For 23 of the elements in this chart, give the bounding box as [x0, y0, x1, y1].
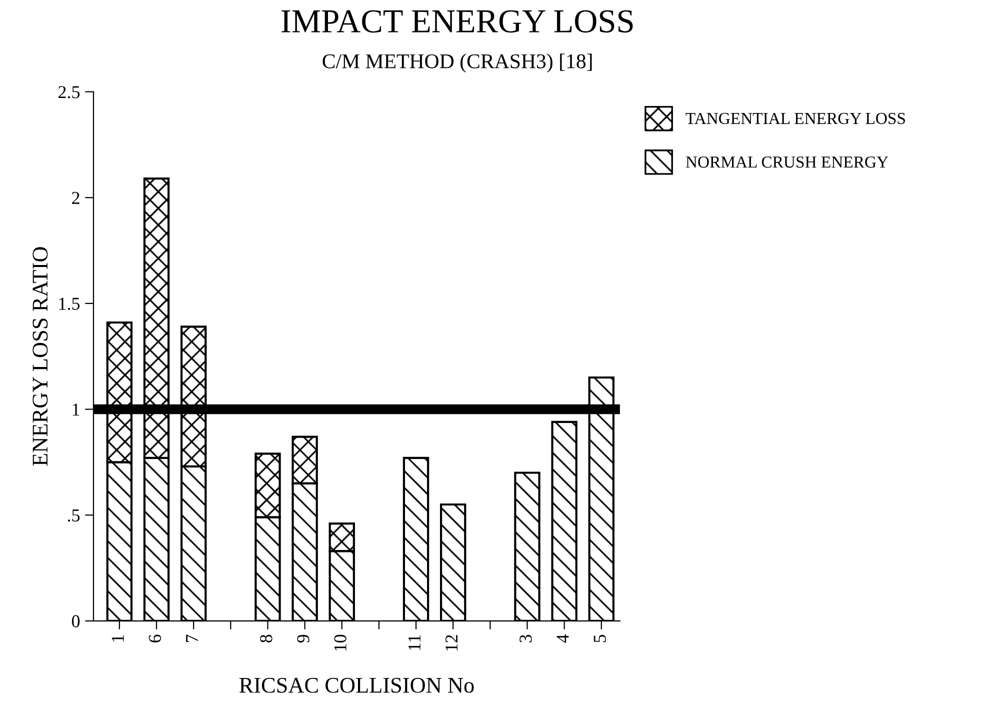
legend-label: NORMAL CRUSH ENERGY [686, 156, 888, 168]
x-tick-label: 6 [148, 634, 162, 642]
y-axis-title: ENERGY LOSS RATIO [32, 247, 48, 466]
x-tick-label: 12 [445, 635, 458, 651]
y-tick-label: 2 [72, 192, 80, 204]
x-tick-label: 8 [260, 634, 272, 642]
x-tick-label: 5 [594, 634, 606, 642]
y-tick-label: 0 [72, 615, 80, 628]
legend-label: TANGENTIAL ENERGY LOSS [686, 112, 905, 124]
x-tick-label: 1 [112, 635, 124, 642]
x-tick-label: 7 [186, 634, 198, 642]
x-tick-label: 9 [297, 634, 310, 643]
y-tick-label: 2.5 [58, 86, 80, 98]
chart-subtitle: C/M METHOD (CRASH3) [18] [322, 54, 592, 73]
y-tick-label: 1 [72, 404, 80, 416]
x-tick-label: 4 [556, 634, 569, 643]
y-tick-label: 1.5 [59, 298, 80, 310]
x-tick-label: 10 [334, 634, 346, 651]
chart-title: IMPACT ENERGY LOSS [282, 10, 633, 33]
y-tick-label: .5 [68, 510, 80, 522]
x-tick-label: 11 [408, 635, 420, 650]
x-tick-label: 3 [520, 634, 532, 642]
x-axis-title: RICSAC COLLISION No [239, 678, 474, 693]
